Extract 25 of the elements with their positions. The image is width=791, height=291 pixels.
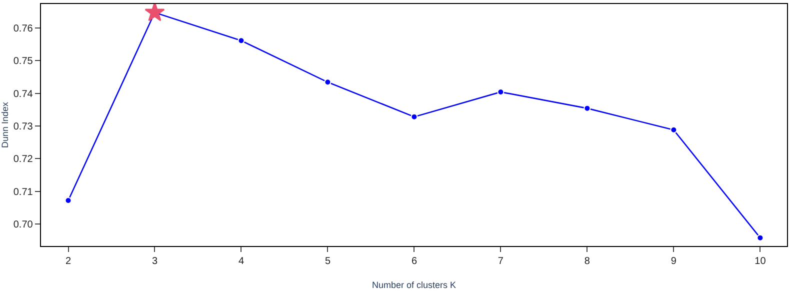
y-tick-label: 0.71 <box>13 186 34 198</box>
x-tick-label: 8 <box>584 256 590 268</box>
point <box>756 234 764 242</box>
point <box>324 78 332 86</box>
x-tick-label: 9 <box>670 256 677 268</box>
y-tick-label: 0.76 <box>13 23 34 34</box>
y-tick-label: 0.72 <box>13 154 34 166</box>
x-tick-label: 2 <box>65 256 72 268</box>
x-tick-label: 10 <box>754 256 766 268</box>
x-tick-label: 5 <box>324 256 331 268</box>
y-tick-label: 0.73 <box>13 121 34 132</box>
point <box>410 113 418 120</box>
point <box>238 37 245 44</box>
x-axis-title: Number of clusters K <box>372 280 456 290</box>
point <box>584 104 591 112</box>
point <box>670 126 678 134</box>
x-tick-label: 4 <box>238 256 244 268</box>
y-tick-label: 0.75 <box>13 56 34 68</box>
y-tick-label: 0.74 <box>13 88 34 100</box>
x-tick-label: 3 <box>152 256 158 268</box>
y-tick-label: 0.70 <box>13 220 34 231</box>
x-tick-label: 6 <box>411 256 418 268</box>
point <box>144 4 165 22</box>
x-tick-label: 7 <box>498 256 504 268</box>
y-axis-title: Dunn Index <box>0 101 10 148</box>
